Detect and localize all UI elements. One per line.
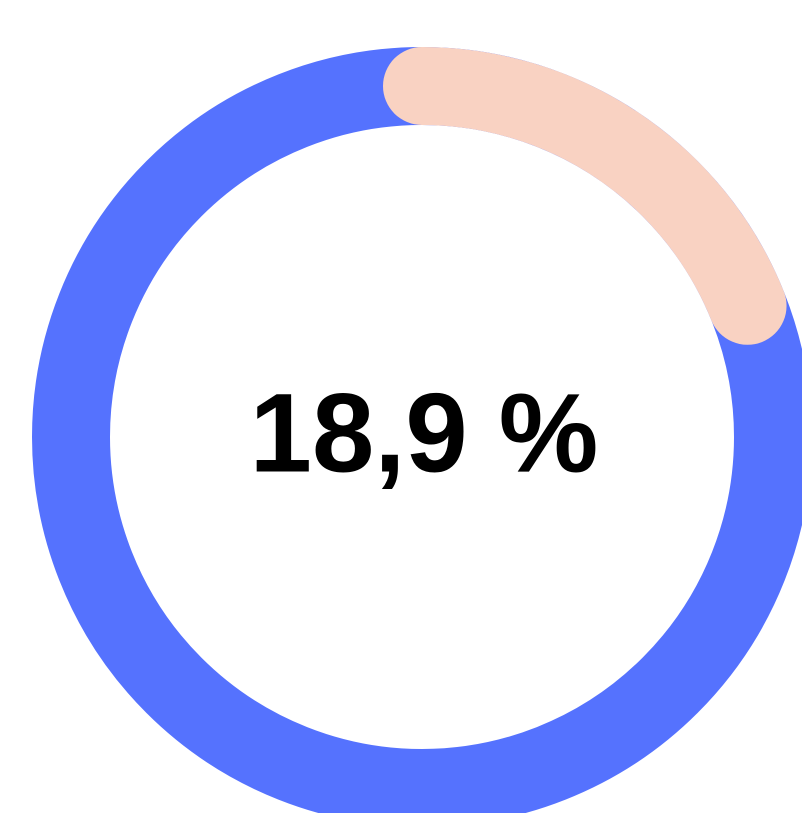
progress-arc [32, 47, 802, 813]
value-label: 18,9 % [250, 371, 599, 496]
